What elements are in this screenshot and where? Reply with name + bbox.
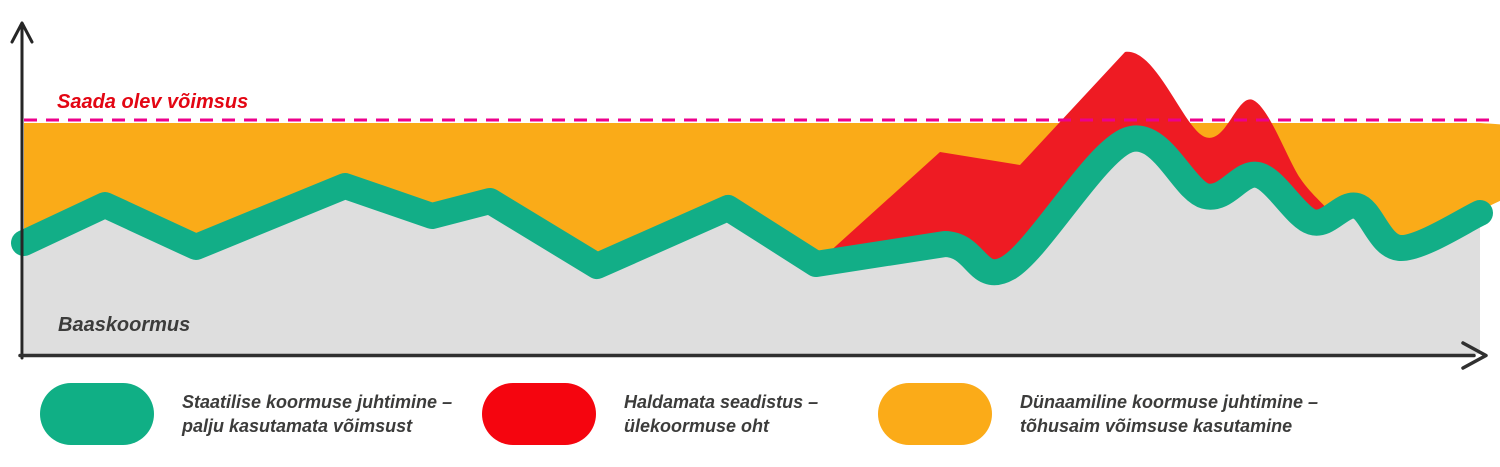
legend-label-line1: Staatilise koormuse juhtimine – — [182, 392, 453, 412]
legend-label-line1: Haldamata seadistus – — [624, 392, 819, 412]
legend-item-unmanaged: Haldamata seadistus – ülekoormuse oht — [482, 382, 818, 446]
dynamic-headroom-area — [24, 123, 1500, 268]
legend-label-line1: Dünaamiline koormuse juhtimine – — [1020, 392, 1319, 412]
legend-item-dynamic-load: Dünaamiline koormuse juhtimine – tõhusai… — [878, 382, 1318, 446]
base-load-area — [24, 138, 1480, 354]
legend-label-line2: palju kasutamata võimsust — [182, 416, 413, 436]
legend-swatch-green — [40, 383, 154, 445]
legend-label-unmanaged: Haldamata seadistus – ülekoormuse oht — [624, 390, 818, 438]
available-capacity-label: Saada olev võimsus — [57, 91, 248, 113]
legend-label-dynamic-load: Dünaamiline koormuse juhtimine – tõhusai… — [1020, 390, 1318, 438]
legend-swatch-orange — [878, 383, 992, 445]
base-load-label: Baaskoormus — [58, 314, 190, 336]
x-axis — [18, 341, 1488, 370]
legend: Staatilise koormuse juhtimine – palju ka… — [0, 382, 1500, 448]
y-axis — [10, 21, 34, 360]
legend-swatch-red — [482, 383, 596, 445]
legend-label-static-load: Staatilise koormuse juhtimine – palju ka… — [182, 390, 452, 438]
legend-label-line2: ülekoormuse oht — [624, 416, 770, 436]
overload-area — [816, 51, 1330, 273]
legend-item-static-load: Staatilise koormuse juhtimine – palju ka… — [40, 382, 452, 446]
managed-load-line — [11, 125, 1493, 286]
legend-label-line2: tõhusaim võimsuse kasutamine — [1020, 416, 1293, 436]
